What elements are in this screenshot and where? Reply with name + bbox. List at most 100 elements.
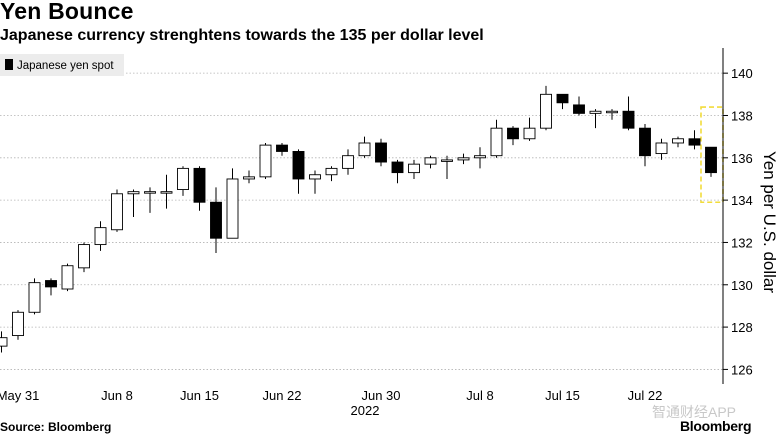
legend-box: [0, 54, 124, 76]
candle-body: [457, 157, 470, 161]
x-tick-label: Jul 22: [628, 388, 663, 403]
candle: [705, 146, 717, 177]
candle: [573, 96, 585, 116]
y-tick-label: 138: [731, 108, 753, 123]
x-tick-label: May 31: [0, 388, 39, 403]
candle-body: [28, 282, 41, 313]
x-tick-label: Jun 30: [361, 388, 400, 403]
candle-body: [177, 167, 189, 190]
legend-swatch: [5, 59, 13, 70]
candle-body: [243, 176, 255, 180]
candle-body: [144, 191, 156, 194]
candle-body: [540, 93, 552, 129]
x-tick-label: Jun 15: [180, 388, 219, 403]
candle: [45, 278, 57, 296]
candle-body: [441, 159, 453, 162]
candle: [78, 242, 90, 273]
candle-body: [705, 146, 717, 174]
candle: [672, 136, 684, 148]
candle-body: [45, 280, 57, 288]
highlight-box: [700, 106, 724, 204]
candle: [193, 166, 206, 211]
candle: [622, 96, 635, 131]
candle: [160, 174, 173, 209]
y-tick-label: 132: [731, 235, 753, 250]
candle: [210, 187, 222, 254]
candle-body: [688, 138, 701, 146]
candle: [177, 166, 189, 196]
candle-body: [573, 104, 585, 114]
candle-body: [94, 227, 107, 246]
candle: [375, 138, 387, 167]
candle: [61, 263, 74, 292]
candle: [259, 142, 272, 179]
candle: [358, 136, 371, 158]
y-tick-label: 128: [731, 320, 753, 335]
candle: [325, 166, 338, 182]
candle: [94, 221, 107, 251]
candle: [342, 149, 354, 175]
candle-body: [655, 142, 668, 155]
y-tick-label: 130: [731, 278, 753, 293]
candle-body: [259, 144, 272, 178]
candle: [490, 119, 503, 158]
candle-body: [408, 163, 420, 174]
candle-body: [622, 110, 635, 129]
candle-body: [523, 127, 536, 140]
candle: [424, 155, 437, 169]
candle-body: [292, 151, 305, 180]
candle-body: [61, 265, 74, 290]
candle-body: [490, 127, 503, 157]
highlight-box-outline: [700, 106, 724, 204]
candle-body: [78, 244, 90, 269]
candle-body: [556, 93, 569, 104]
candle-body: [210, 201, 222, 239]
candle: [688, 130, 701, 150]
candle-body: [12, 311, 24, 337]
y-tick-label: 136: [731, 151, 753, 166]
candle: [457, 153, 470, 165]
candle: [12, 310, 24, 340]
candle: [111, 189, 123, 232]
candle: [127, 189, 140, 218]
candle-body: [193, 167, 206, 203]
candle: [408, 159, 420, 179]
x-year-label: 2022: [351, 403, 380, 418]
x-tick-label: Jun 8: [101, 388, 133, 403]
candle-body: [391, 161, 404, 174]
candle-body: [160, 191, 173, 194]
candle-body: [358, 142, 371, 157]
legend-label: Japanese yen spot: [17, 60, 114, 72]
candle-body: [111, 193, 123, 231]
candle: [309, 170, 321, 194]
candle-body: [639, 127, 651, 157]
x-tick-label: Jul 8: [466, 388, 493, 403]
y-tick-label: 140: [731, 66, 753, 81]
watermark-text: 智通财经APP: [652, 404, 737, 420]
candle-body: [672, 138, 684, 144]
chart-title: Yen Bounce: [0, 0, 134, 24]
candle: [292, 149, 305, 194]
candles: [0, 85, 717, 353]
candle: [226, 168, 239, 239]
candle-body: [309, 174, 321, 180]
candle: [589, 109, 602, 129]
candle: [0, 331, 8, 353]
y-tick-label: 134: [731, 193, 753, 208]
candle-body: [276, 144, 288, 152]
candle-body: [0, 337, 8, 347]
gridlines: [0, 72, 723, 370]
x-tick-label: Jul 15: [545, 388, 580, 403]
candle-body: [325, 167, 338, 176]
candle: [507, 126, 519, 146]
candle: [655, 138, 668, 160]
candle-body: [606, 110, 618, 114]
candle-body: [507, 127, 519, 140]
bloomberg-logo: Bloomberg: [680, 418, 752, 434]
y-axis-label: Yen per U.S. dollar: [760, 151, 778, 293]
candle-body: [474, 155, 486, 159]
y-tick-label: 126: [731, 362, 753, 377]
x-tick-label: Jun 22: [262, 388, 301, 403]
candle-body: [226, 178, 239, 239]
